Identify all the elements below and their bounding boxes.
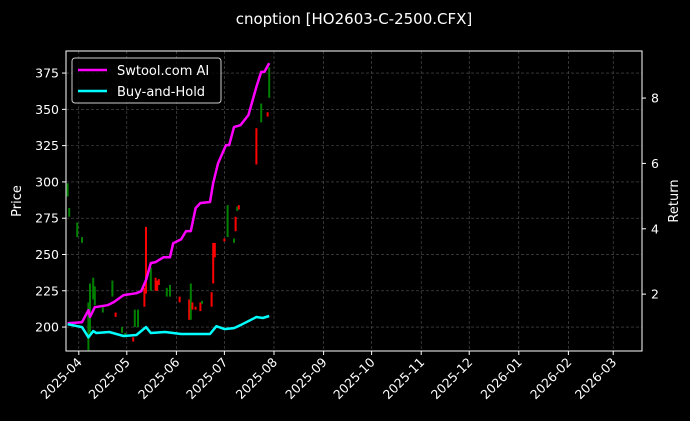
x-tick-label: 2025-11 bbox=[380, 355, 428, 403]
y2-tick-label: 4 bbox=[651, 221, 659, 236]
y-tick-label: 250 bbox=[35, 247, 59, 262]
x-tick-label: 2025-05 bbox=[85, 355, 133, 403]
x-tick-label: 2025-04 bbox=[37, 354, 85, 402]
y2-tick-label: 2 bbox=[651, 287, 659, 302]
y-tick-label: 275 bbox=[35, 211, 59, 226]
y2-tick-label: 8 bbox=[651, 91, 659, 106]
y-tick-label: 200 bbox=[35, 320, 59, 335]
series-line-buy-and-hold bbox=[67, 314, 270, 339]
return-lines bbox=[67, 62, 271, 339]
x-tick-label: 2026-03 bbox=[572, 355, 620, 403]
legend-box bbox=[71, 57, 222, 104]
y-tick-label: 350 bbox=[35, 102, 59, 117]
legend-label-strategy: Swtool.com AI bbox=[117, 64, 209, 79]
chart-title: cnoption [HO2603-C-2500.CFX] bbox=[236, 10, 473, 28]
y-tick-label: 375 bbox=[35, 66, 59, 81]
x-tick-label: 2025-07 bbox=[183, 355, 231, 403]
x-tick-label: 2025-12 bbox=[428, 355, 476, 403]
x-tick-label: 2025-08 bbox=[233, 354, 281, 402]
y-axis-ticks: 200 225 250 275 300 325 350 375 bbox=[35, 66, 66, 335]
y-tick-label: 225 bbox=[35, 283, 59, 298]
y-tick-label: 300 bbox=[35, 174, 59, 189]
x-axis-ticks: 2025-04 2025-05 2025-06 2025-07 2025-08 2025-… bbox=[37, 351, 619, 402]
y2-axis-ticks: 2 4 6 8 bbox=[642, 91, 659, 302]
legend: Swtool.com AI Buy-and-Hold bbox=[71, 57, 222, 104]
x-tick-label: 2026-01 bbox=[477, 355, 525, 403]
x-tick-label: 2025-10 bbox=[330, 354, 378, 402]
x-tick-label: 2025-09 bbox=[282, 354, 330, 402]
plot-frame bbox=[65, 50, 643, 352]
y2-tick-label: 6 bbox=[651, 156, 659, 171]
x-tick-label: 2025-06 bbox=[135, 354, 183, 402]
x-tick-label: 2026-02 bbox=[527, 355, 575, 403]
series-line-strategy bbox=[67, 62, 271, 325]
y-axis-label: Price bbox=[10, 185, 25, 217]
y-tick-label: 325 bbox=[35, 138, 59, 153]
legend-label-buyhold: Buy-and-Hold bbox=[117, 85, 205, 100]
y2-axis-label: Return bbox=[667, 179, 682, 222]
